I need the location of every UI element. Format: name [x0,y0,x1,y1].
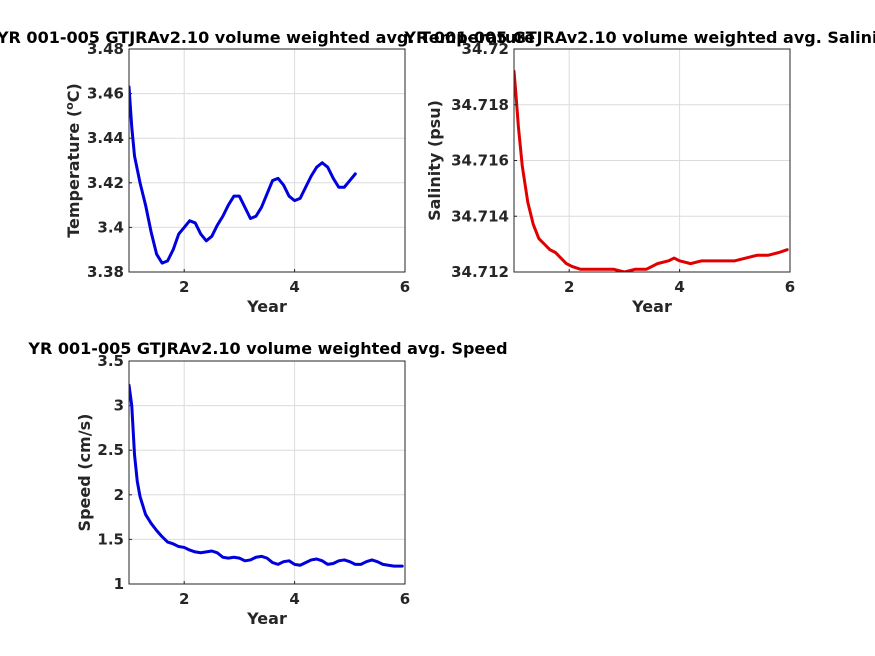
y-tick-label: 34.714 [451,207,509,225]
y-axis-label: Salinity (psu) [425,100,444,221]
y-tick-label: 1 [114,575,124,593]
y-tick-label: 3.5 [97,352,124,370]
series-line [129,85,357,265]
y-tick-label: 2 [114,486,124,504]
x-axis-label: Year [246,609,287,628]
y-tick-label: 3.38 [87,263,124,281]
y-tick-label: 3.46 [87,85,124,103]
x-tick-label: 4 [289,278,299,296]
y-tick-label: 3.42 [87,174,124,192]
y-tick-label: 34.718 [451,96,509,114]
x-axis-label: Year [246,297,287,316]
chart-title: YR 001-005 GTJRAv2.10 volume weighted av… [27,339,507,358]
y-tick-label: 3.48 [87,40,124,58]
x-tick-label: 4 [289,590,299,608]
y-axis-label: Temperature (oC) [63,83,83,238]
y-tick-label: 1.5 [97,530,124,548]
chart-title: YR 001-005 GTJRAv2.10 volume weighted av… [403,28,875,47]
axes-frame [128,360,406,585]
chart-3: 2 4 6 1 1.5 2 2.5 3 3.5 Year Speed (cm/s) YR 001-00… [27,339,507,628]
y-tick-label: 2.5 [97,441,124,459]
y-axis-label: Speed (cm/s) [75,414,94,532]
x-tick-label: 6 [400,590,410,608]
y-tick-label: 3 [114,397,124,415]
x-tick-label: 4 [674,278,684,296]
chart-2: 2 4 6 34.712 34.714 34.716 34.718 34.72 Year Sali… [403,28,875,316]
x-tick-label: 2 [179,278,189,296]
y-tick-label: 3.44 [87,129,124,147]
x-tick-label: 2 [179,590,189,608]
axes-frame [128,48,406,273]
series-line [129,383,404,568]
y-tick-label: 34.716 [451,152,509,170]
x-tick-label: 2 [564,278,574,296]
x-tick-label: 6 [400,278,410,296]
chart-title: YR 001-005 GTJRAv2.10 volume weighted av… [0,28,535,47]
x-axis-label: Year [631,297,672,316]
series-line [514,69,789,272]
y-tick-label: 34.712 [451,263,509,281]
x-tick-label: 6 [785,278,795,296]
y-tick-label: 3.4 [97,218,124,236]
y-tick-label: 34.72 [462,40,509,58]
chart-1: 2 4 6 3.38 3.4 3.42 3.44 3.46 3.48 Year Temperatur… [0,28,535,316]
